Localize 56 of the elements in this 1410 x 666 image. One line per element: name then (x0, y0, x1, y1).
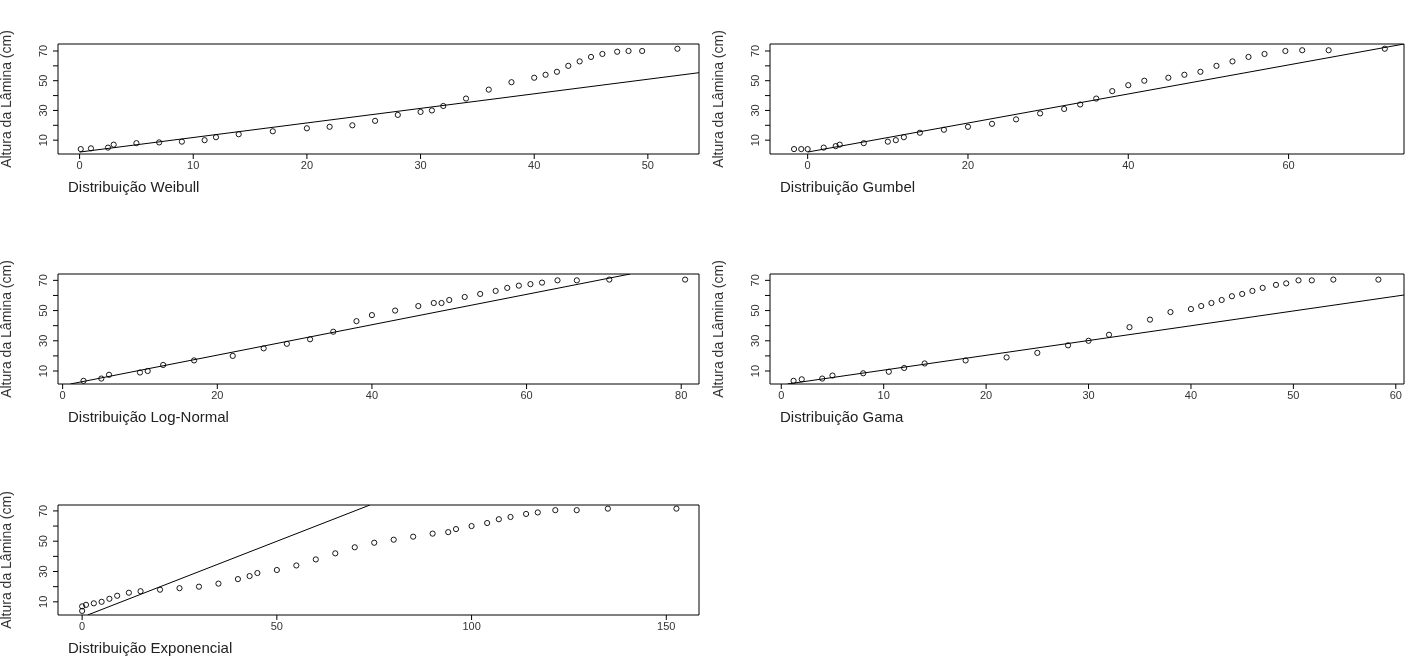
x-tick-label: 10 (877, 388, 890, 401)
x-tick-label: 20 (961, 158, 975, 171)
x-tick-label: 30 (414, 158, 427, 171)
y-tick-label: 10 (37, 595, 49, 608)
y-tick-label: 50 (37, 74, 49, 87)
y-tick-label: 70 (37, 44, 49, 58)
x-axis-title: Distribuição Gama (780, 408, 904, 425)
y-tick-label: 50 (749, 74, 761, 87)
x-tick-label: 50 (270, 619, 283, 632)
y-tick-label: 70 (37, 274, 49, 287)
y-tick-label: 10 (37, 134, 49, 147)
y-tick-label: 70 (749, 274, 761, 287)
x-tick-label: 20 (979, 388, 993, 401)
x-tick-label: 100 (462, 619, 481, 632)
x-tick-label: 0 (59, 388, 66, 401)
y-tick-label: 70 (749, 44, 761, 58)
x-tick-label: 20 (300, 158, 314, 171)
y-tick-label: 50 (37, 535, 49, 548)
y-tick-label: 50 (37, 304, 49, 317)
y-tick-label: 50 (749, 304, 761, 317)
y-tick-label: 30 (749, 104, 761, 117)
y-tick-label: 30 (37, 104, 49, 117)
x-tick-label: 50 (1287, 388, 1300, 401)
x-tick-label: 50 (641, 158, 654, 171)
x-tick-label: 0 (76, 158, 83, 171)
x-tick-label: 40 (365, 388, 379, 401)
x-axis-title: Distribuição Gumbel (780, 178, 916, 195)
y-tick-label: 30 (749, 334, 761, 347)
x-axis-title: Distribuição Log-Normal (68, 408, 229, 425)
x-tick-label: 0 (778, 388, 785, 401)
x-tick-label: 0 (804, 158, 811, 171)
x-tick-label: 30 (1082, 388, 1095, 401)
y-tick-label: 70 (37, 504, 49, 518)
y-tick-label: 30 (37, 565, 49, 578)
x-tick-label: 10 (187, 158, 200, 171)
y-axis-title: Altura da Lâmina (cm) (0, 490, 14, 629)
x-tick-label: 150 (657, 619, 676, 632)
y-axis-title: Altura da Lâmina (cm) (710, 259, 726, 398)
y-axis-title: Altura da Lâmina (cm) (710, 29, 726, 168)
x-tick-label: 40 (528, 158, 541, 171)
x-axis-title: Distribuição Exponencial (68, 639, 233, 656)
y-axis-title: Altura da Lâmina (cm) (0, 259, 14, 398)
y-tick-label: 10 (37, 364, 49, 378)
x-tick-label: 60 (520, 388, 533, 401)
x-tick-label: 60 (1389, 388, 1402, 401)
x-tick-label: 60 (1282, 158, 1295, 171)
x-tick-label: 40 (1184, 388, 1198, 401)
x-axis-title: Distribuição Weibull (68, 178, 200, 195)
y-axis-title: Altura da Lâmina (cm) (0, 29, 14, 168)
x-tick-label: 80 (675, 388, 688, 401)
x-tick-label: 40 (1122, 158, 1135, 171)
y-tick-label: 30 (37, 334, 49, 347)
x-tick-label: 20 (211, 388, 224, 401)
x-tick-label: 0 (79, 619, 86, 632)
y-tick-label: 10 (749, 134, 761, 147)
y-tick-label: 10 (749, 364, 761, 378)
